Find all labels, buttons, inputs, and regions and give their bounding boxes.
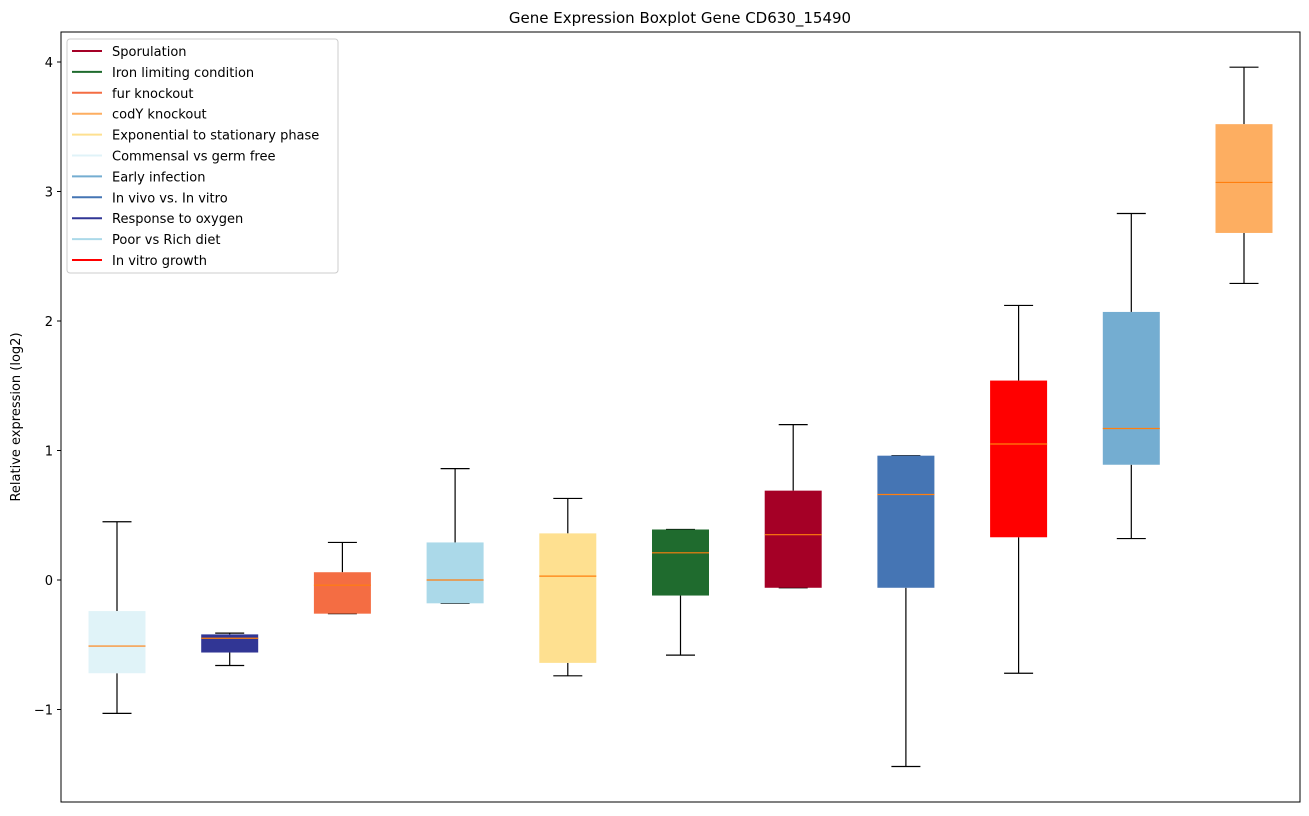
- y-axis-ticks: −1 0 1 2 3 4: [34, 56, 61, 719]
- box-poor-vs-rich-diet: [426, 468, 484, 604]
- y-tick-label: −1: [34, 704, 53, 719]
- legend-label: Response to oxygen: [112, 212, 243, 227]
- box-in-vitro-growth: [990, 304, 1048, 674]
- legend-label: Commensal vs germ free: [112, 150, 275, 165]
- iqr-box: [652, 529, 709, 596]
- boxes-group: [88, 66, 1273, 768]
- legend-label: In vitro growth: [112, 254, 207, 269]
- iqr-box: [201, 634, 259, 653]
- box-fur-knockout: [313, 541, 371, 615]
- legend-label: Early infection: [112, 170, 205, 185]
- legend-label: Iron limiting condition: [112, 66, 254, 81]
- y-tick-label: 3: [45, 186, 53, 201]
- iqr-box: [426, 542, 484, 604]
- legend-label: Sporulation: [112, 45, 187, 60]
- box-sporulation: [764, 424, 822, 589]
- box-exponential-to-stationary-phase: [539, 497, 597, 677]
- plot-frame: [60, 31, 1301, 803]
- chart-title: Gene Expression Boxplot Gene CD630_15490: [509, 9, 851, 28]
- iqr-box: [1102, 311, 1160, 465]
- legend-label: fur knockout: [112, 87, 194, 102]
- y-tick-label: 0: [45, 574, 53, 589]
- iqr-box: [764, 490, 822, 588]
- y-tick-label: 1: [45, 445, 53, 460]
- box-response-to-oxygen: [201, 632, 259, 667]
- box-cody-knockout: [1215, 66, 1273, 285]
- legend: Sporulation Iron limiting condition fur kn…: [66, 38, 339, 274]
- iqr-box: [990, 380, 1048, 538]
- legend-label: Exponential to stationary phase: [112, 129, 319, 144]
- iqr-box: [313, 572, 371, 614]
- y-axis-label: Relative expression (log2): [9, 332, 24, 501]
- box-iron-limiting-condition: [652, 528, 709, 656]
- box-commensal-vs-germ-free: [88, 521, 146, 714]
- iqr-box: [539, 533, 597, 663]
- y-tick-label: 4: [45, 56, 53, 71]
- y-tick-label: 2: [45, 315, 53, 330]
- iqr-box: [1215, 124, 1273, 233]
- legend-label: Poor vs Rich diet: [112, 233, 220, 248]
- legend-frame: [66, 38, 339, 274]
- box-in-vivo-vs-in-vitro: [877, 455, 935, 768]
- legend-label: codY knockout: [112, 108, 207, 123]
- legend-label: In vivo vs. In vitro: [112, 191, 228, 206]
- box-early-infection: [1102, 212, 1160, 540]
- iqr-box: [877, 455, 935, 588]
- iqr-box: [88, 611, 146, 674]
